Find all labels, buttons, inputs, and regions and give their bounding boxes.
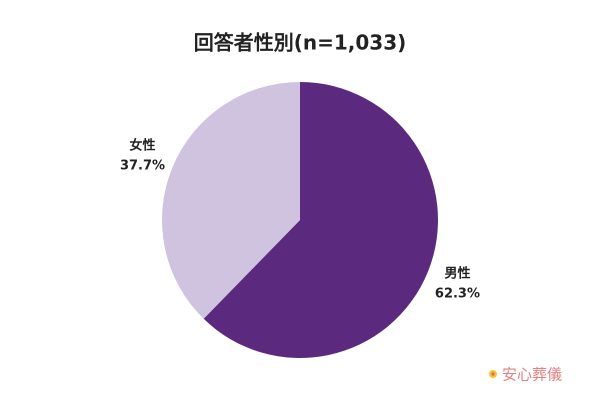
chart-title: 回答者性別(n=1,033) <box>194 31 407 55</box>
slice-value-label: 62.3% <box>435 287 480 302</box>
slice-label: 女性 <box>130 137 156 153</box>
pie-slice <box>203 82 438 358</box>
slice-label: 男性 <box>444 266 470 282</box>
pie-slice <box>161 82 300 319</box>
slice-value-label: 37.7% <box>120 158 165 173</box>
watermark-icon <box>489 370 497 378</box>
watermark: 安心葬儀 <box>502 366 562 384</box>
